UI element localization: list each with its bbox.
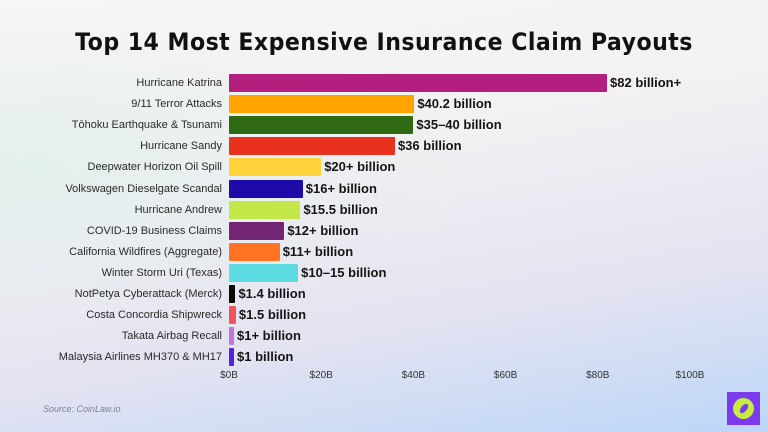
source-note: Source: CoinLaw.io (43, 404, 121, 414)
brand-logo (727, 392, 760, 425)
bar-value-label: $36 billion (397, 138, 462, 154)
bar (229, 200, 301, 219)
x-tick-label: $80B (586, 370, 610, 381)
x-tick-label: $60B (493, 370, 518, 381)
bar-row: Hurricane Katrina $82 billion+ (0, 74, 768, 92)
bar (229, 306, 236, 325)
bar (229, 158, 322, 177)
bar-value-label: $15.5 billion (303, 201, 378, 217)
category-label: Hurricane Sandy (140, 140, 222, 153)
bar (229, 242, 280, 261)
bar (229, 263, 299, 282)
bar (229, 95, 415, 114)
compass-needle (737, 402, 750, 415)
chart-title: Top 14 Most Expensive Insurance Claim Pa… (75, 28, 693, 56)
bar-row: Tōhoku Earthquake & Tsunami $35–40 billio… (0, 116, 768, 135)
bar-row: Costa Concordia Shipwreck $1.5 billion (0, 306, 768, 325)
bar-row: Volkswagen Dieselgate Scandal $16+ billio… (0, 179, 768, 198)
category-label: Deepwater Horizon Oil Spill (87, 161, 223, 174)
bar (229, 137, 395, 156)
bar (229, 285, 236, 303)
bar-row: 9/11 Terror Attacks $40.2 billion (0, 95, 768, 114)
category-label: 9/11 Terror Attacks (131, 98, 222, 111)
x-tick-label: $20B (309, 370, 333, 381)
bar (229, 116, 414, 135)
bar-value-label: $12+ billion (287, 222, 359, 238)
category-label: Costa Concordia Shipwreck (86, 309, 222, 322)
bar-row: NotPetya Cyberattack (Merck) $1.4 billion (0, 285, 768, 303)
x-tick-label: $40B (401, 370, 426, 381)
compass-icon (733, 398, 754, 419)
bar-row: Malaysia Airlines MH370 & MH17 $1 billion (0, 348, 768, 367)
x-tick-label: $100B (675, 370, 705, 381)
x-tick-label: $0B (220, 370, 238, 381)
bar-value-label: $1.4 billion (238, 286, 306, 301)
bar-value-label: $16+ billion (305, 180, 377, 196)
category-label: COVID-19 Business Claims (86, 224, 222, 237)
category-label: NotPetya Cyberattack (Merck) (74, 288, 222, 300)
bar-value-label: $10–15 billion (301, 264, 387, 280)
category-label: Malaysia Airlines MH370 & MH17 (58, 351, 222, 364)
category-label: Tōhoku Earthquake & Tsunami (71, 119, 222, 132)
bar (229, 221, 285, 240)
category-label: Hurricane Katrina (136, 77, 222, 89)
bar-row: Hurricane Sandy $36 billion (0, 137, 768, 156)
bar-row: Takata Airbag Recall $1+ billion (0, 327, 768, 346)
bar-row: Deepwater Horizon Oil Spill $20+ billion (0, 158, 768, 177)
bar-value-label: $40.2 billion (417, 96, 492, 112)
bar-value-label: $35–40 billion (416, 117, 502, 133)
bar-value-label: $20+ billion (324, 159, 396, 175)
bar (229, 348, 234, 367)
bar-row: California Wildfires (Aggregate) $11+ bil… (0, 242, 768, 261)
category-label: Hurricane Andrew (134, 203, 222, 216)
bar (229, 74, 608, 92)
bar-value-label: $1 billion (237, 349, 294, 365)
bar-row: Winter Storm Uri (Texas) $10–15 billion (0, 263, 768, 282)
category-label: Takata Airbag Recall (121, 330, 222, 343)
bar-value-label: $11+ billion (282, 243, 354, 259)
bar-value-label: $82 billion+ (610, 75, 682, 90)
bar-value-label: $1+ billion (237, 328, 301, 344)
category-label: Volkswagen Dieselgate Scandal (65, 182, 222, 195)
bar (229, 327, 234, 346)
bar-value-label: $1.5 billion (238, 307, 307, 323)
category-label: California Wildfires (Aggregate) (69, 245, 222, 258)
bar-row: COVID-19 Business Claims $12+ billion (0, 221, 768, 240)
bar (229, 179, 303, 198)
bar-row: Hurricane Andrew $15.5 billion (0, 200, 768, 219)
category-label: Winter Storm Uri (Texas) (101, 266, 222, 279)
